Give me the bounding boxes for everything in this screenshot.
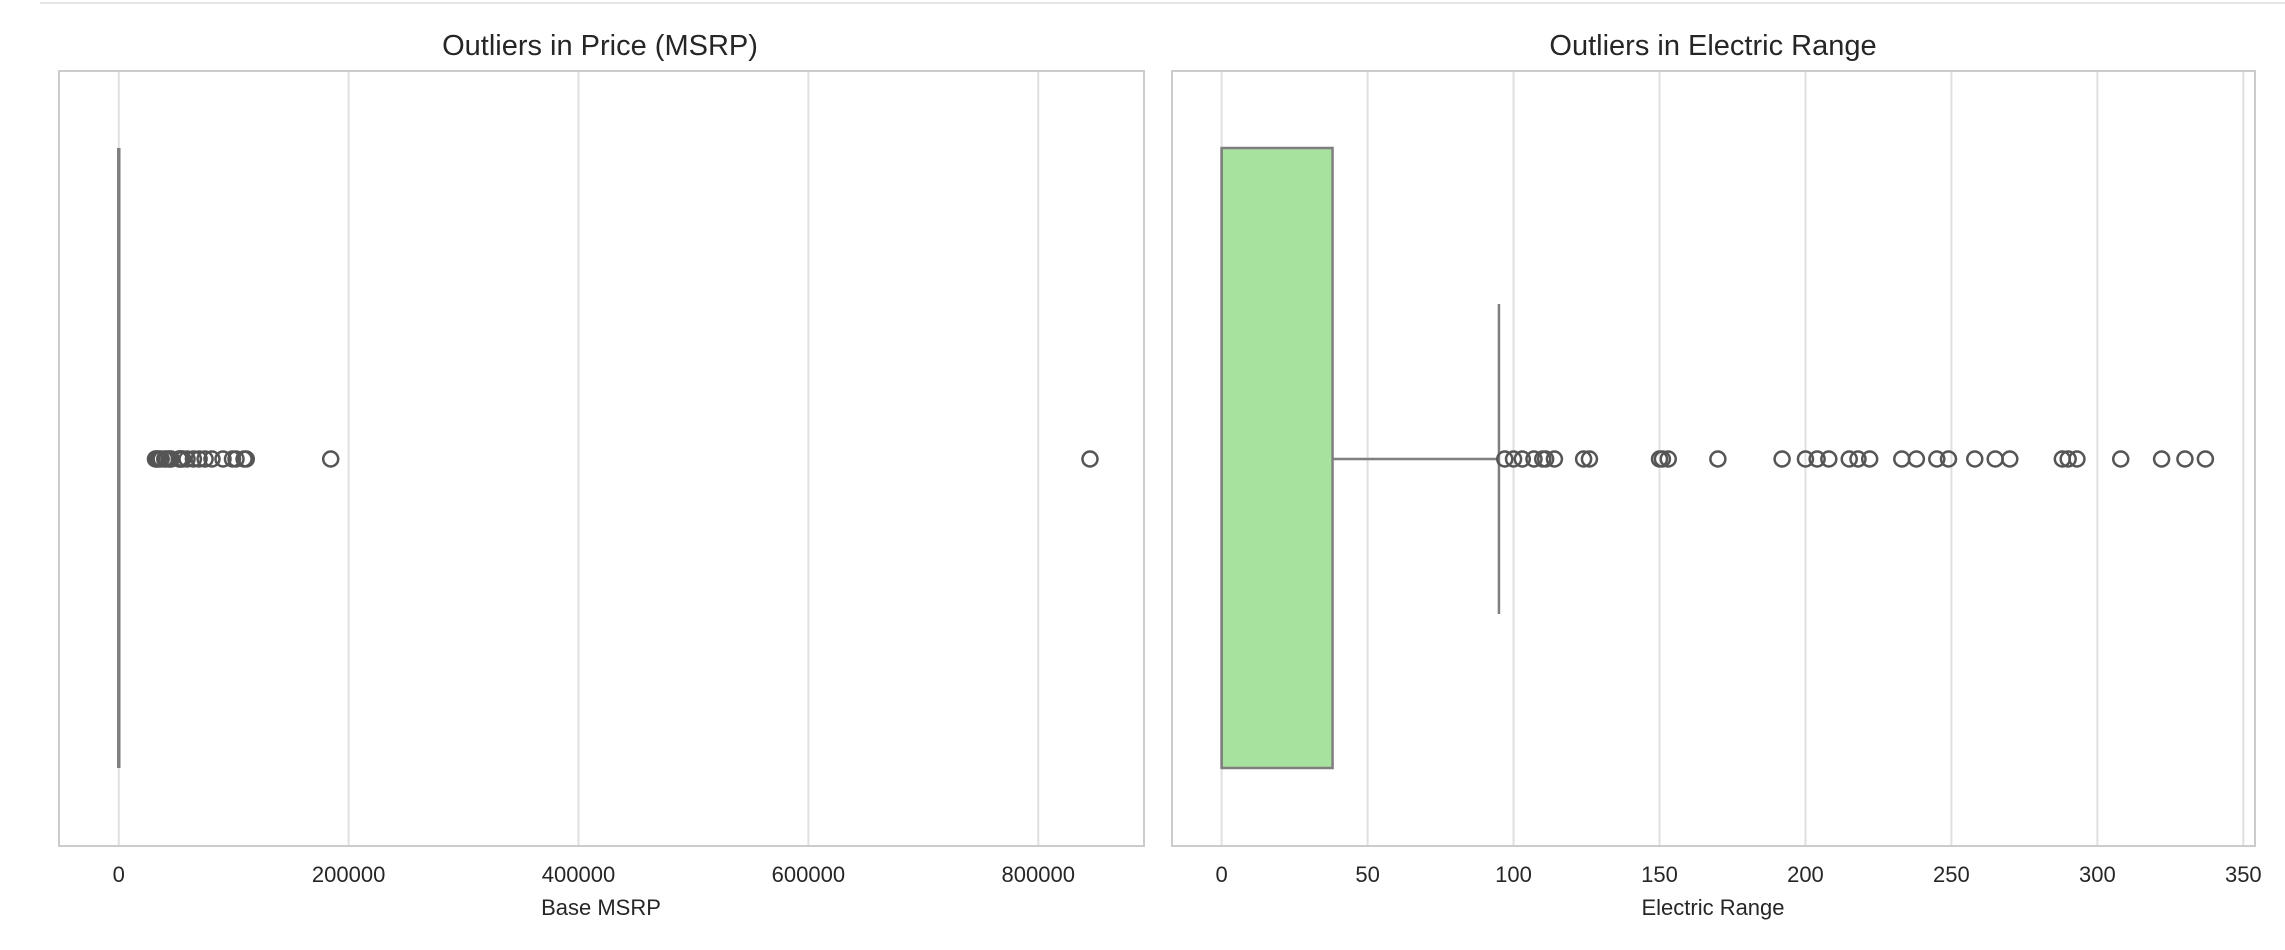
price-outlier-point <box>214 450 232 468</box>
price-outlier-point <box>196 450 214 468</box>
range-x-tick-label: 150 <box>1641 862 1678 887</box>
price-x-ticks: 0 200000 400000 600000 800000 <box>113 862 1075 887</box>
range-outlier-point <box>1496 450 1514 468</box>
range-x-tick-label: 200 <box>1787 862 1824 887</box>
range-outliers <box>1496 450 2215 468</box>
price-outliers <box>146 450 1099 468</box>
range-outlier-point <box>1796 450 1815 468</box>
range-x-tick-label: 250 <box>1933 862 1970 887</box>
range-x-tick-label: 0 <box>1216 862 1228 887</box>
range-outlier-point <box>1580 450 1599 468</box>
range-x-tick-label: 300 <box>2079 862 2116 887</box>
range-x-tick-label: 100 <box>1495 862 1532 887</box>
range-outlier-point <box>1986 450 2004 468</box>
range-outlier-point <box>1860 450 1879 468</box>
price-outlier-point <box>237 450 256 468</box>
range-outlier-point <box>1525 450 1543 468</box>
range-outlier-point <box>2196 450 2215 468</box>
range-outlier-point <box>1939 450 1958 468</box>
price-x-tick-label: 600000 <box>772 862 845 887</box>
price-x-tick-label: 400000 <box>542 862 615 887</box>
price-gridlines <box>117 71 1040 846</box>
top-divider <box>40 0 2285 4</box>
price-xlabel: Base MSRP <box>541 895 661 920</box>
range-outlier-point <box>1773 450 1791 468</box>
price-outlier-point <box>227 450 245 468</box>
price-outlier-point <box>190 450 208 468</box>
range-outlier-point <box>1504 450 1523 468</box>
price-outlier-point <box>1081 450 1099 468</box>
range-title: Outliers in Electric Range <box>1549 30 1876 62</box>
price-x-tick-label: 200000 <box>312 862 385 887</box>
range-outlier-point <box>1545 450 1564 468</box>
price-x-tick-label: 0 <box>113 862 125 887</box>
range-outlier-point <box>1513 450 1532 468</box>
range-box-group <box>1220 146 1501 770</box>
price-outlier-point <box>321 450 340 468</box>
range-outlier-point <box>1966 450 1984 468</box>
range-outlier-point <box>1574 450 1593 468</box>
range-x-tick-label: 50 <box>1355 862 1379 887</box>
price-axes-frame <box>58 70 1145 847</box>
price-outlier-point <box>178 450 196 468</box>
range-outlier-point <box>2152 450 2171 468</box>
price-panel: Outliers in Price (MSRP) 0 200000 400000 60… <box>58 30 1145 920</box>
range-gridlines <box>1220 71 2245 846</box>
range-outlier-point <box>2068 450 2086 468</box>
range-outlier-point <box>1659 450 1678 468</box>
price-title: Outliers in Price (MSRP) <box>442 30 758 62</box>
range-box <box>1220 146 1334 770</box>
range-outlier-point <box>1907 450 1926 468</box>
range-outlier-point <box>1653 450 1672 468</box>
range-outlier-point <box>1820 450 1838 468</box>
price-outlier-point <box>203 450 221 468</box>
price-outlier-point <box>184 450 203 468</box>
range-outlier-point <box>1808 450 1826 468</box>
range-outlier-point <box>2176 450 2194 468</box>
range-x-ticks: 0 50 100 150 200 250 300 350 <box>1216 862 2262 887</box>
range-axes-frame <box>1171 70 2256 847</box>
range-outlier-point <box>1849 450 1867 468</box>
range-xlabel: Electric Range <box>1641 895 1784 920</box>
range-outlier-point <box>2059 450 2077 468</box>
range-outlier-point <box>2001 450 2019 468</box>
price-x-tick-label: 800000 <box>1002 862 1075 887</box>
range-outlier-point <box>1893 450 1911 468</box>
range-outlier-point <box>1840 450 1858 468</box>
range-x-tick-label: 350 <box>2225 862 2262 887</box>
range-panel: Outliers in Electric Range 0 50 100 150 200 2… <box>1171 30 2262 920</box>
range-outlier-point <box>2111 450 2130 468</box>
range-outlier-point <box>1709 450 1727 468</box>
range-outlier-point <box>1928 450 1946 468</box>
range-outlier-point <box>1536 450 1555 468</box>
